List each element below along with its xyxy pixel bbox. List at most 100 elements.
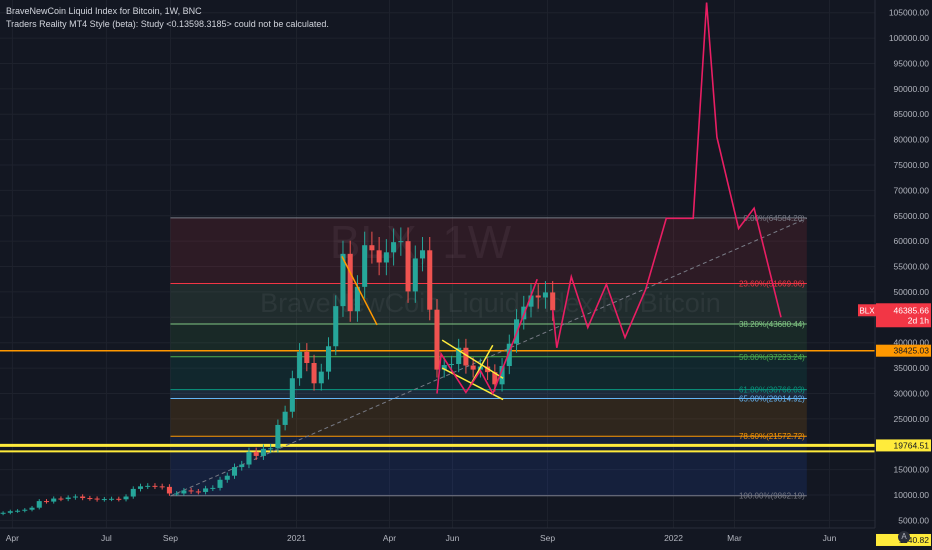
candle-body	[311, 363, 317, 384]
candle-body	[72, 496, 78, 498]
level-price-tag	[876, 439, 931, 452]
projection-path-early	[436, 278, 538, 396]
y-tick-label: 60000.00	[894, 236, 930, 246]
candle-body	[434, 309, 440, 370]
candle-body	[297, 351, 303, 379]
candle-body	[65, 497, 71, 500]
candle-body	[260, 448, 266, 456]
candle-body	[246, 451, 252, 465]
candle-body	[369, 245, 375, 251]
time-axis	[0, 528, 875, 550]
y-tick-label: 50000.00	[894, 287, 930, 297]
candle-body	[448, 364, 454, 366]
candle-body	[239, 464, 245, 468]
candle-body	[174, 493, 180, 495]
level-price-label: 1140.82	[899, 535, 929, 545]
candle-body	[15, 510, 21, 512]
chart-title: BraveNewCoin Liquid Index for Bitcoin, 1…	[6, 6, 202, 16]
candle-body	[268, 448, 274, 450]
candle-body	[195, 491, 201, 493]
candle-body	[398, 241, 404, 243]
last-price-tag	[876, 303, 931, 328]
y-tick-label: 105000.00	[889, 8, 929, 18]
symbol-badge	[858, 304, 876, 317]
candle-body	[405, 241, 411, 292]
bar-countdown: 2d 1h	[908, 315, 930, 325]
candle-body	[87, 498, 93, 500]
y-tick-label: 85000.00	[894, 109, 930, 119]
candle-body	[109, 498, 115, 500]
candle-body	[203, 488, 209, 492]
candle-body	[137, 486, 144, 489]
trendline	[341, 256, 378, 326]
candle-body	[282, 411, 288, 425]
x-tick-label: Mar	[727, 533, 742, 543]
candle-body	[412, 258, 418, 292]
level-price-tag	[876, 344, 931, 357]
y-tick-label: 10000.00	[894, 490, 930, 500]
symbol-badge-label: BLX	[859, 306, 875, 315]
indicator-status: Traders Reality MT4 Style (beta): Study …	[6, 19, 329, 29]
y-tick-label: 80000.00	[894, 135, 930, 145]
x-tick-label: 2022	[664, 533, 683, 543]
y-tick-label: 100000.00	[889, 33, 929, 43]
x-tick-label: Sep	[540, 533, 555, 543]
y-tick-label: 95000.00	[894, 58, 930, 68]
fib-level-label: 61.80%(30766.03)	[739, 386, 805, 395]
candle-body	[210, 487, 216, 489]
level-price-label: 38425.03	[894, 346, 930, 356]
y-tick-label: 35000.00	[894, 363, 930, 373]
candle-body	[506, 343, 512, 367]
candle-body	[123, 496, 129, 500]
candle-body	[376, 250, 382, 263]
price-axis	[875, 0, 932, 550]
candle-body	[43, 501, 50, 503]
candle-body	[217, 479, 223, 488]
x-tick-label: 2021	[287, 533, 306, 543]
fib-level-label: 38.20%(43680.44)	[739, 320, 805, 329]
y-tick-label: 15000.00	[894, 465, 930, 475]
y-tick-label: 5000.00	[898, 515, 929, 525]
fib-level-label: 65.00%(29014.92)	[739, 394, 805, 403]
candle-body	[528, 295, 534, 307]
candle-body	[499, 366, 505, 385]
candle-body	[456, 347, 462, 365]
candle-body	[36, 501, 42, 508]
candle-body	[391, 242, 397, 253]
candle-body	[441, 365, 447, 370]
y-tick-label: 30000.00	[894, 388, 930, 398]
x-tick-label: Apr	[383, 533, 396, 543]
candle-body	[427, 250, 433, 310]
candle-body	[470, 365, 476, 370]
x-tick-label: Jun	[823, 533, 837, 543]
x-tick-label: Sep	[163, 533, 178, 543]
candle-body	[224, 475, 230, 480]
candle-body	[94, 498, 100, 500]
fib-level-label: 0.00%(64584.28)	[743, 214, 805, 223]
x-tick-label: Jun	[446, 533, 460, 543]
candle-body	[116, 498, 122, 500]
candle-body	[80, 496, 86, 499]
candle-body	[145, 485, 151, 487]
y-tick-label: 65000.00	[894, 211, 930, 221]
fib-zone	[170, 389, 807, 399]
candle-body	[166, 486, 172, 494]
candle-body	[492, 372, 498, 385]
y-tick-label: 75000.00	[894, 160, 930, 170]
candle-body	[289, 378, 295, 412]
fib-level-label: 78.60%(21572.72)	[739, 432, 805, 441]
x-tick-label: Jul	[101, 533, 112, 543]
candle-body	[7, 511, 13, 513]
candle-body	[181, 490, 187, 494]
candle-body	[463, 347, 469, 366]
fib-zone	[170, 398, 807, 437]
candle-body	[340, 253, 346, 307]
candle-body	[383, 252, 389, 263]
fib-level-label: 50.00%(37223.24)	[739, 353, 805, 362]
auto-scale-icon[interactable]: A	[898, 531, 910, 543]
y-tick-label: 90000.00	[894, 84, 930, 94]
last-price-value: 46385.66	[894, 305, 930, 315]
candle-body	[253, 451, 259, 456]
